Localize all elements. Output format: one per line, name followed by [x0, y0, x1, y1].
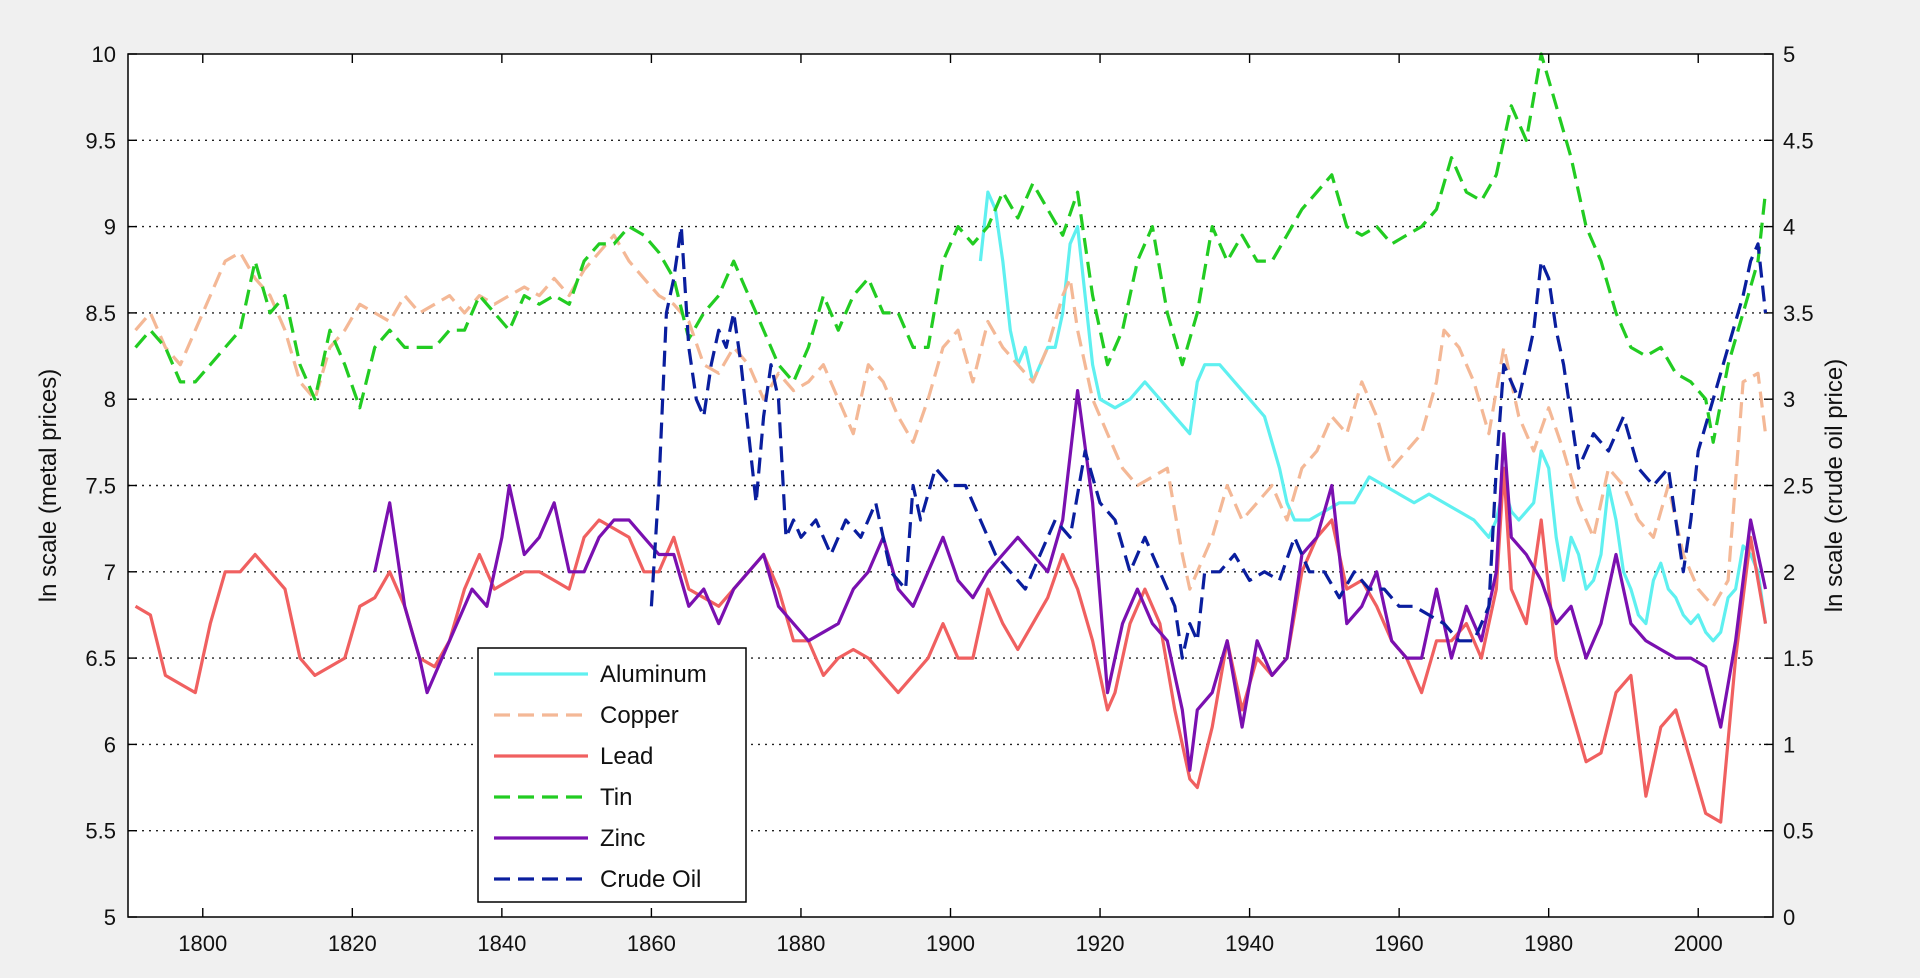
- plot-area: [127, 53, 1774, 918]
- x-tick-label: 1980: [1524, 931, 1573, 956]
- y-tick-label-right: 3: [1783, 387, 1795, 412]
- y-axis-label-left: ln scale (metal prices): [35, 369, 62, 602]
- series-line-aluminum: [978, 190, 1768, 643]
- series-line-copper: [134, 233, 1768, 608]
- x-tick-label: 1900: [926, 931, 975, 956]
- y-tick-label-right: 2: [1783, 560, 1795, 585]
- x-tick-label: 2000: [1674, 931, 1723, 956]
- y-tick-label-right: 0.5: [1783, 819, 1814, 844]
- y-tick-label-right: 0: [1783, 905, 1795, 930]
- legend-label: Lead: [600, 743, 653, 770]
- legend-label: Copper: [600, 702, 679, 729]
- y-tick-label-left: 7: [104, 560, 116, 585]
- series-lines: [134, 52, 1768, 824]
- y-tick-label-right: 4.5: [1783, 128, 1814, 153]
- series-line-crude-oil: [649, 225, 1768, 660]
- y-tick-label-right: 4: [1783, 215, 1795, 240]
- legend-label: Zinc: [600, 825, 645, 852]
- legend-label: Crude Oil: [600, 866, 701, 893]
- x-tick-label: 1820: [328, 931, 377, 956]
- x-tick-label: 1880: [776, 931, 825, 956]
- legend-label: Aluminum: [600, 661, 707, 688]
- y-tick-label-left: 9: [104, 215, 116, 240]
- y-tick-label-left: 9.5: [85, 128, 116, 153]
- x-tick-label: 1860: [627, 931, 676, 956]
- y-tick-label-left: 6: [104, 732, 116, 757]
- y-tick-label-left: 5: [104, 905, 116, 930]
- grid-lines: [128, 54, 1773, 917]
- legend-box: [477, 647, 747, 903]
- y-tick-label-right: 1: [1783, 732, 1795, 757]
- y-tick-label-left: 5.5: [85, 819, 116, 844]
- legend-label: Tin: [600, 784, 632, 811]
- y-tick-label-left: 8: [104, 387, 116, 412]
- y-tick-label-right: 2.5: [1783, 474, 1814, 499]
- y-tick-label-right: 1.5: [1783, 646, 1814, 671]
- x-tick-label: 1960: [1375, 931, 1424, 956]
- y-tick-label-left: 8.5: [85, 301, 116, 326]
- x-tick-label: 1800: [178, 931, 227, 956]
- legend: Aluminum Copper Lead Tin Zinc Crude Oil: [477, 647, 747, 903]
- y-tick-label-left: 6.5: [85, 646, 116, 671]
- y-tick-label-left: 10: [92, 42, 116, 67]
- series-line-tin: [134, 52, 1768, 444]
- y-tick-label-left: 7.5: [85, 474, 116, 499]
- series-line-zinc: [373, 389, 1768, 772]
- y-axis-label-right: ln scale (crude oil price): [1821, 359, 1848, 612]
- x-tick-label: 1940: [1225, 931, 1274, 956]
- axis-ticks: 5 5.5 6 6.5 7 7.5 8 8.5 9 9.5 10 0 0.5 1 1.5 2 2.5 3 3.5 4 4…: [85, 42, 1813, 956]
- x-tick-label: 1840: [477, 931, 526, 956]
- y-tick-label-right: 5: [1783, 42, 1795, 67]
- y-tick-label-right: 3.5: [1783, 301, 1814, 326]
- x-tick-label: 1920: [1076, 931, 1125, 956]
